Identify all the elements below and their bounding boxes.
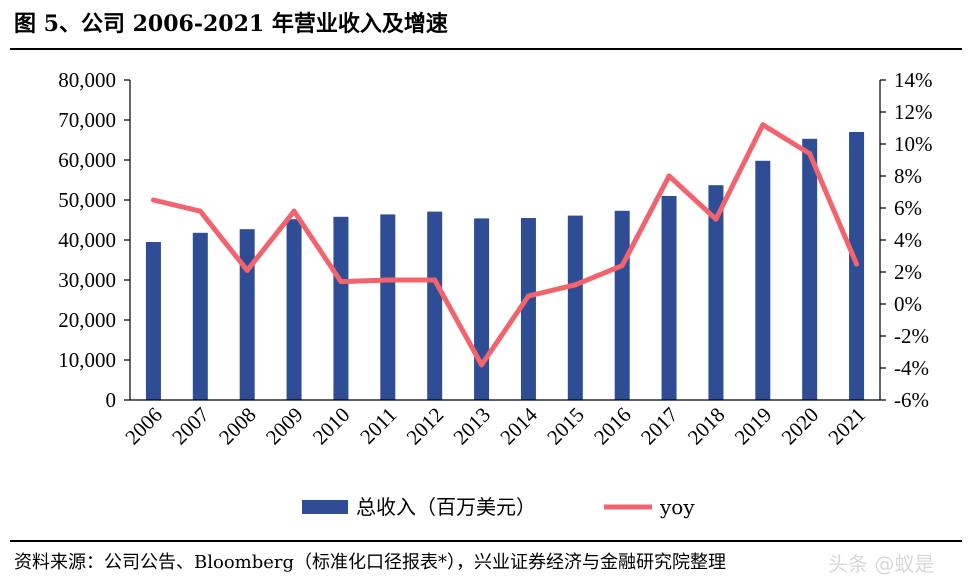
right-tick-label: -6%	[894, 388, 929, 412]
revenue-bar	[802, 138, 818, 401]
legend-label-revenue: 总收入（百万美元）	[356, 495, 536, 519]
x-axis: 2006 2007 2008 2009 2010 2011 2012 2013 2014 2015…	[120, 399, 880, 450]
right-tick-label: -2%	[894, 324, 929, 348]
left-tick-label: 50,000	[58, 188, 116, 212]
yoy-point	[479, 362, 485, 368]
revenue-bar	[708, 185, 724, 400]
x-tick-label: 2011	[355, 403, 401, 449]
x-tick-label: 2013	[448, 403, 495, 450]
right-tick-label: 12%	[894, 100, 933, 124]
x-tick-label: 2019	[730, 403, 777, 450]
revenue-bar	[192, 232, 208, 400]
revenue-bar	[520, 218, 536, 400]
right-tick-label: 10%	[894, 132, 933, 156]
right-tick-label: 4%	[894, 228, 922, 252]
yoy-line	[150, 122, 860, 368]
revenue-bar	[333, 216, 349, 400]
revenue-bar	[614, 210, 630, 400]
right-tick-label: -4%	[894, 356, 929, 380]
yoy-point	[807, 151, 813, 157]
revenue-bar	[474, 218, 490, 400]
yoy-point	[291, 208, 297, 214]
yoy-point	[338, 279, 344, 285]
x-tick-label: 2012	[402, 403, 449, 450]
left-tick-label: 60,000	[58, 148, 116, 172]
right-tick-label: 0%	[894, 292, 922, 316]
right-tick-label: 2%	[894, 260, 922, 284]
revenue-bar	[755, 160, 771, 400]
left-y-axis: 0 10,000 20,000 30,000 40,000 50,000 60,000 70,…	[58, 68, 131, 412]
source-note: 资料来源：公司公告、Bloomberg（标准化口径报表*），兴业证券经济与金融研…	[14, 552, 727, 573]
yoy-point	[244, 267, 250, 273]
revenue-bar	[661, 196, 677, 400]
right-tick-label: 14%	[894, 68, 933, 92]
yoy-point	[197, 208, 203, 214]
x-tick-label: 2008	[214, 403, 261, 450]
legend-label-yoy: yoy	[659, 495, 695, 519]
yoy-point	[713, 216, 719, 222]
yoy-point	[385, 277, 391, 283]
watermark: 头条 @蚁是	[828, 552, 935, 576]
left-tick-label: 40,000	[58, 228, 116, 252]
x-tick-label: 2021	[823, 403, 870, 450]
yoy-point	[150, 197, 156, 203]
yoy-point	[572, 282, 578, 288]
chart-legend: 总收入（百万美元） yoy	[302, 495, 695, 519]
left-tick-label: 80,000	[58, 68, 116, 92]
yoy-point	[854, 261, 860, 267]
x-tick-label: 2018	[683, 403, 730, 450]
left-tick-label: 20,000	[58, 308, 116, 332]
revenue-growth-chart: 0 10,000 20,000 30,000 40,000 50,000 60,000 70,…	[58, 68, 933, 519]
revenue-bar	[567, 215, 583, 400]
page-title: 图 5、公司 2006-2021 年营业收入及增速	[14, 11, 448, 37]
x-tick-label: 2017	[636, 403, 683, 450]
yoy-point	[432, 277, 438, 283]
x-tick-label: 2006	[120, 403, 167, 450]
left-tick-label: 70,000	[58, 108, 116, 132]
footer-divider	[10, 540, 962, 542]
yoy-point	[619, 263, 625, 269]
right-tick-label: 6%	[894, 196, 922, 220]
revenue-bar	[239, 229, 255, 400]
revenue-bar	[380, 214, 396, 400]
x-tick-label: 2016	[589, 403, 636, 450]
legend-swatch-revenue	[302, 500, 348, 514]
revenue-bar	[286, 219, 302, 400]
title-divider	[10, 48, 962, 50]
left-tick-label: 0	[106, 388, 117, 412]
left-tick-label: 10,000	[58, 348, 116, 372]
revenue-bar	[145, 242, 161, 400]
revenue-bar	[427, 211, 443, 400]
x-tick-label: 2009	[261, 403, 308, 450]
yoy-series-line	[150, 122, 860, 368]
yoy-point	[760, 122, 766, 128]
x-tick-label: 2020	[777, 403, 824, 450]
yoy-point	[666, 173, 672, 179]
right-tick-label: 8%	[894, 164, 922, 188]
right-y-axis: -6% -4% -2% 0% 2% 4% 6% 8% 10% 12% 14%	[879, 68, 933, 412]
yoy-point	[525, 293, 531, 299]
x-tick-label: 2007	[167, 403, 214, 450]
x-tick-label: 2010	[308, 403, 355, 450]
left-tick-label: 30,000	[58, 268, 116, 292]
x-tick-label: 2014	[495, 402, 542, 449]
x-tick-label: 2015	[542, 403, 589, 450]
